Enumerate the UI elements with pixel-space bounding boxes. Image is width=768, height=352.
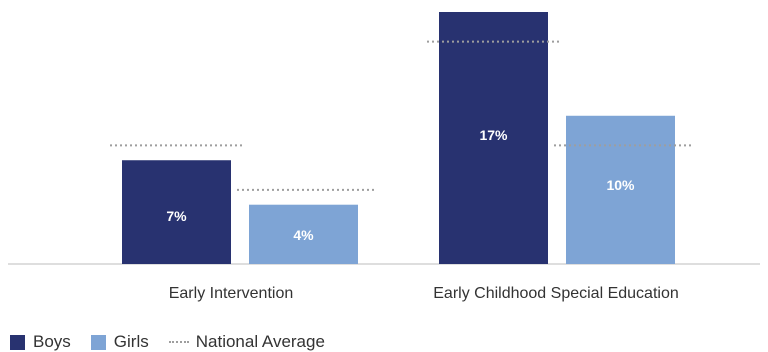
legend-label-girls: Girls	[113, 332, 149, 351]
bar-girls-early-intervention	[249, 204, 358, 264]
legend-item-national-average: National Average	[168, 332, 325, 352]
legend-swatch-girls	[90, 334, 106, 350]
legend-item-boys: Boys	[10, 332, 71, 352]
legend-label-boys: Boys	[33, 332, 71, 351]
bar-boys-early-childhood-special-education	[439, 12, 548, 264]
bar-label-girls-early-intervention: 4%	[293, 227, 314, 243]
category-label-early-intervention: Early Intervention	[169, 285, 294, 302]
bar-label-boys-early-childhood-special-education: 17%	[479, 127, 508, 143]
legend-label-national-average: National Average	[195, 332, 325, 351]
legend-dots-national-average	[168, 341, 189, 343]
bar-boys-early-intervention	[122, 160, 231, 264]
legend: Boys Girls National Average	[10, 332, 345, 352]
legend-item-girls: Girls	[90, 332, 149, 352]
bar-label-boys-early-intervention: 7%	[166, 208, 187, 224]
bar-chart: 7% 4% 17% 10% Early Intervention Early C…	[8, 12, 760, 302]
category-label-early-childhood-special-education: Early Childhood Special Education	[433, 285, 678, 302]
bar-label-girls-early-childhood-special-education: 10%	[606, 177, 635, 193]
legend-swatch-boys	[10, 334, 25, 350]
bar-girls-early-childhood-special-education	[566, 115, 675, 264]
